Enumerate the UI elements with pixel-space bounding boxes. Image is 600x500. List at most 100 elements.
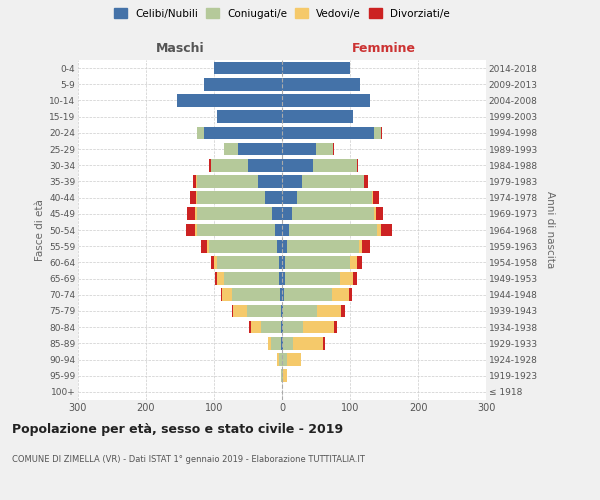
- Bar: [282, 142, 316, 156]
- Bar: [190, 192, 196, 204]
- Bar: [214, 62, 282, 74]
- Bar: [271, 337, 281, 349]
- Y-axis label: Fasce di età: Fasce di età: [35, 199, 45, 261]
- Bar: [277, 353, 278, 366]
- Text: COMUNE DI ZIMELLA (VR) - Dati ISTAT 1° gennaio 2019 - Elaborazione TUTTITALIA.IT: COMUNE DI ZIMELLA (VR) - Dati ISTAT 1° g…: [12, 455, 365, 464]
- Bar: [282, 272, 286, 285]
- Bar: [206, 240, 209, 252]
- Bar: [283, 321, 303, 334]
- Bar: [224, 272, 278, 285]
- Bar: [353, 272, 357, 285]
- Bar: [373, 192, 379, 204]
- Bar: [341, 304, 344, 318]
- Text: Maschi: Maschi: [155, 42, 205, 55]
- Bar: [281, 321, 282, 334]
- Bar: [286, 256, 350, 268]
- Bar: [293, 337, 323, 349]
- Bar: [275, 224, 282, 236]
- Bar: [282, 353, 287, 366]
- Bar: [282, 126, 374, 139]
- Bar: [380, 126, 382, 139]
- Bar: [362, 240, 370, 252]
- Bar: [247, 304, 281, 318]
- Bar: [374, 126, 380, 139]
- Bar: [280, 288, 282, 301]
- Bar: [364, 175, 368, 188]
- Bar: [217, 272, 224, 285]
- Bar: [282, 224, 289, 236]
- Bar: [282, 94, 370, 107]
- Bar: [277, 240, 282, 252]
- Bar: [313, 159, 357, 172]
- Bar: [187, 208, 195, 220]
- Bar: [224, 142, 238, 156]
- Bar: [261, 321, 281, 334]
- Bar: [211, 159, 248, 172]
- Bar: [176, 94, 282, 107]
- Bar: [204, 126, 282, 139]
- Bar: [303, 321, 334, 334]
- Bar: [282, 192, 297, 204]
- Bar: [350, 256, 357, 268]
- Bar: [209, 240, 277, 252]
- Bar: [323, 337, 325, 349]
- Bar: [281, 337, 282, 349]
- Bar: [284, 288, 332, 301]
- Bar: [334, 321, 337, 334]
- Bar: [282, 208, 292, 220]
- Bar: [282, 337, 283, 349]
- Bar: [272, 208, 282, 220]
- Text: Popolazione per età, sesso e stato civile - 2019: Popolazione per età, sesso e stato civil…: [12, 422, 343, 436]
- Y-axis label: Anni di nascita: Anni di nascita: [545, 192, 554, 268]
- Bar: [196, 175, 197, 188]
- Bar: [283, 370, 287, 382]
- Bar: [302, 175, 364, 188]
- Bar: [359, 240, 362, 252]
- Bar: [340, 272, 353, 285]
- Bar: [195, 208, 197, 220]
- Bar: [282, 240, 287, 252]
- Bar: [196, 192, 197, 204]
- Legend: Celibi/Nubili, Coniugati/e, Vedovi/e, Divorziati/e: Celibi/Nubili, Coniugati/e, Vedovi/e, Di…: [111, 5, 453, 21]
- Bar: [258, 175, 282, 188]
- Bar: [232, 288, 280, 301]
- Bar: [282, 256, 286, 268]
- Bar: [214, 256, 217, 268]
- Bar: [282, 78, 360, 90]
- Bar: [349, 288, 352, 301]
- Bar: [357, 159, 358, 172]
- Bar: [283, 304, 317, 318]
- Bar: [217, 110, 282, 123]
- Bar: [380, 224, 392, 236]
- Bar: [215, 272, 217, 285]
- Bar: [197, 126, 204, 139]
- Bar: [211, 256, 214, 268]
- Bar: [217, 256, 278, 268]
- Bar: [333, 142, 334, 156]
- Bar: [232, 304, 233, 318]
- Bar: [357, 256, 362, 268]
- Bar: [282, 62, 350, 74]
- Bar: [289, 224, 377, 236]
- Bar: [265, 192, 282, 204]
- Bar: [201, 240, 206, 252]
- Bar: [282, 321, 283, 334]
- Bar: [332, 288, 349, 301]
- Bar: [238, 142, 282, 156]
- Bar: [197, 208, 272, 220]
- Bar: [377, 224, 380, 236]
- Bar: [292, 208, 374, 220]
- Bar: [282, 159, 313, 172]
- Bar: [197, 175, 258, 188]
- Bar: [209, 159, 211, 172]
- Bar: [281, 370, 282, 382]
- Bar: [317, 304, 341, 318]
- Text: Femmine: Femmine: [352, 42, 416, 55]
- Bar: [283, 337, 293, 349]
- Bar: [197, 192, 265, 204]
- Bar: [287, 240, 359, 252]
- Bar: [297, 192, 372, 204]
- Bar: [282, 175, 302, 188]
- Bar: [316, 142, 333, 156]
- Bar: [233, 304, 247, 318]
